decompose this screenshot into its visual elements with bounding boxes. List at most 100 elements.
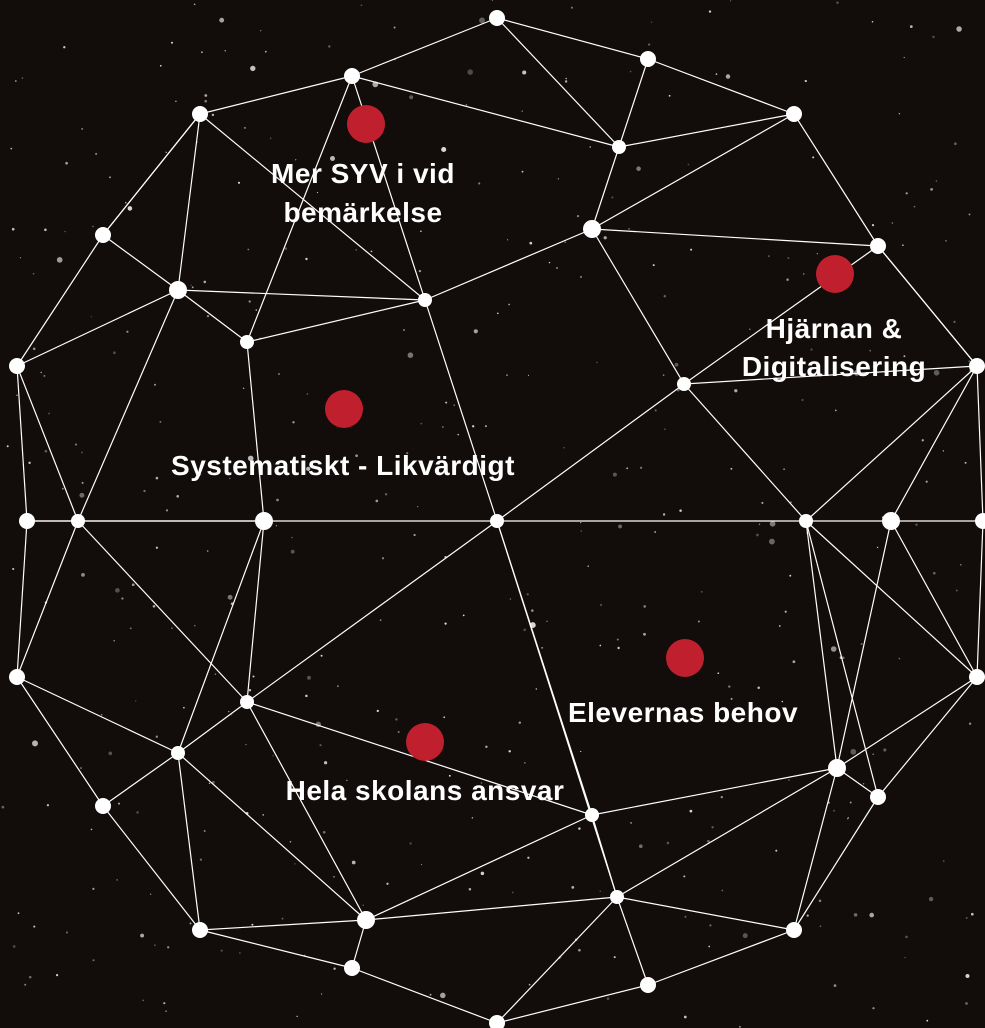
star [101, 714, 103, 716]
star [113, 640, 115, 642]
star [664, 295, 666, 297]
node [192, 922, 208, 938]
star [305, 258, 307, 260]
star [684, 1016, 687, 1019]
star [730, 468, 732, 470]
star [820, 925, 822, 927]
star [305, 695, 308, 698]
star [648, 43, 650, 45]
star [892, 222, 894, 224]
star [64, 231, 66, 233]
star [801, 399, 803, 401]
star [430, 994, 432, 996]
star [290, 841, 292, 843]
star [761, 502, 763, 504]
star [877, 547, 878, 548]
star [614, 956, 616, 958]
star [10, 148, 12, 150]
star [45, 450, 48, 453]
star [209, 783, 210, 784]
star [872, 224, 874, 226]
node [489, 10, 505, 26]
star [24, 984, 26, 986]
node [799, 514, 813, 528]
star [294, 863, 295, 864]
node [255, 512, 273, 530]
star [29, 976, 32, 979]
star [252, 675, 254, 677]
star [519, 721, 521, 723]
node [969, 358, 985, 374]
star [690, 810, 693, 813]
star [529, 984, 531, 986]
star [966, 917, 968, 919]
star [239, 952, 241, 954]
star [600, 604, 602, 606]
star [204, 94, 207, 97]
star [716, 73, 718, 75]
star [872, 1007, 874, 1009]
star [81, 573, 85, 577]
star [835, 410, 837, 412]
star [926, 1020, 928, 1022]
star [156, 736, 158, 738]
star [445, 402, 447, 404]
star [28, 462, 30, 464]
star [115, 588, 120, 593]
star [789, 575, 791, 577]
star [63, 46, 65, 48]
star [371, 251, 373, 253]
star [636, 166, 641, 171]
star [524, 762, 525, 763]
star [577, 215, 579, 217]
star [630, 71, 632, 73]
node [169, 281, 187, 299]
star [669, 95, 671, 97]
star [420, 230, 422, 232]
star [850, 749, 856, 755]
star [626, 467, 628, 469]
star [667, 842, 670, 845]
node [9, 669, 25, 685]
star [190, 284, 191, 285]
node [171, 746, 185, 760]
star [571, 7, 573, 9]
star [323, 831, 326, 834]
star [770, 521, 776, 527]
topic-label: Elevernas behov [568, 697, 798, 728]
star [166, 509, 168, 511]
star [91, 829, 93, 831]
star [688, 164, 690, 166]
star [721, 796, 723, 798]
star [786, 278, 789, 281]
star [126, 331, 128, 333]
star [872, 753, 874, 755]
star [352, 861, 356, 865]
star [508, 750, 510, 752]
node [240, 335, 254, 349]
star [945, 240, 947, 242]
star [749, 328, 751, 330]
node [95, 798, 111, 814]
star [403, 329, 405, 331]
star [883, 748, 886, 751]
star [81, 451, 83, 453]
star [698, 620, 700, 622]
star [599, 645, 601, 647]
star [421, 864, 422, 865]
star [40, 372, 42, 374]
star [521, 110, 522, 111]
star [282, 918, 284, 920]
star [33, 273, 35, 275]
star [793, 660, 796, 663]
star [249, 300, 251, 302]
topic-marker [816, 255, 854, 293]
star [375, 500, 378, 503]
star [333, 967, 335, 969]
star [201, 51, 203, 53]
star [943, 450, 944, 451]
star [43, 375, 45, 377]
star [510, 598, 512, 600]
star [457, 434, 459, 436]
node [969, 669, 985, 685]
